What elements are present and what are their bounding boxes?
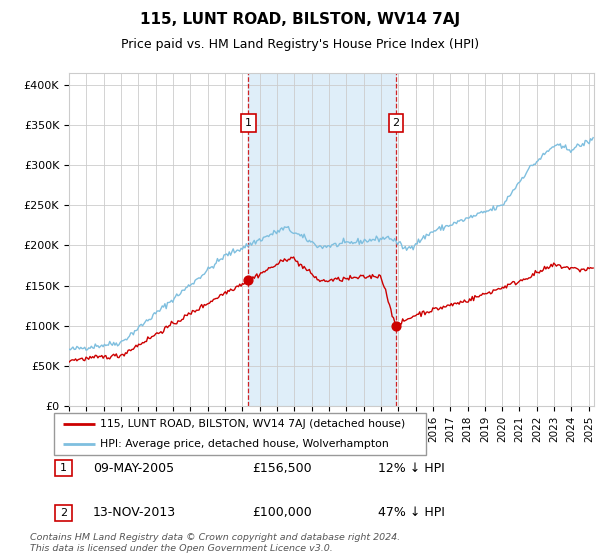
Bar <box>248 73 396 406</box>
Text: Contains HM Land Registry data © Crown copyright and database right 2024.
This d: Contains HM Land Registry data © Crown c… <box>30 533 400 553</box>
Text: £156,500: £156,500 <box>252 461 311 475</box>
Text: 1: 1 <box>60 463 67 473</box>
Point <box>391 321 401 330</box>
Text: 47% ↓ HPI: 47% ↓ HPI <box>378 506 445 520</box>
Text: 09-MAY-2005: 09-MAY-2005 <box>93 461 174 475</box>
Text: 1: 1 <box>245 118 252 128</box>
Text: HPI: Average price, detached house, Wolverhampton: HPI: Average price, detached house, Wolv… <box>101 439 389 449</box>
Text: 13-NOV-2013: 13-NOV-2013 <box>93 506 176 520</box>
Text: 115, LUNT ROAD, BILSTON, WV14 7AJ (detached house): 115, LUNT ROAD, BILSTON, WV14 7AJ (detac… <box>101 419 406 429</box>
FancyBboxPatch shape <box>55 460 72 476</box>
Text: 2: 2 <box>392 118 400 128</box>
Text: 12% ↓ HPI: 12% ↓ HPI <box>378 461 445 475</box>
Point <box>244 276 253 285</box>
FancyBboxPatch shape <box>54 413 426 455</box>
Text: £100,000: £100,000 <box>252 506 312 520</box>
Text: Price paid vs. HM Land Registry's House Price Index (HPI): Price paid vs. HM Land Registry's House … <box>121 38 479 50</box>
Text: 115, LUNT ROAD, BILSTON, WV14 7AJ: 115, LUNT ROAD, BILSTON, WV14 7AJ <box>140 12 460 27</box>
FancyBboxPatch shape <box>55 505 72 521</box>
Text: 2: 2 <box>60 508 67 518</box>
